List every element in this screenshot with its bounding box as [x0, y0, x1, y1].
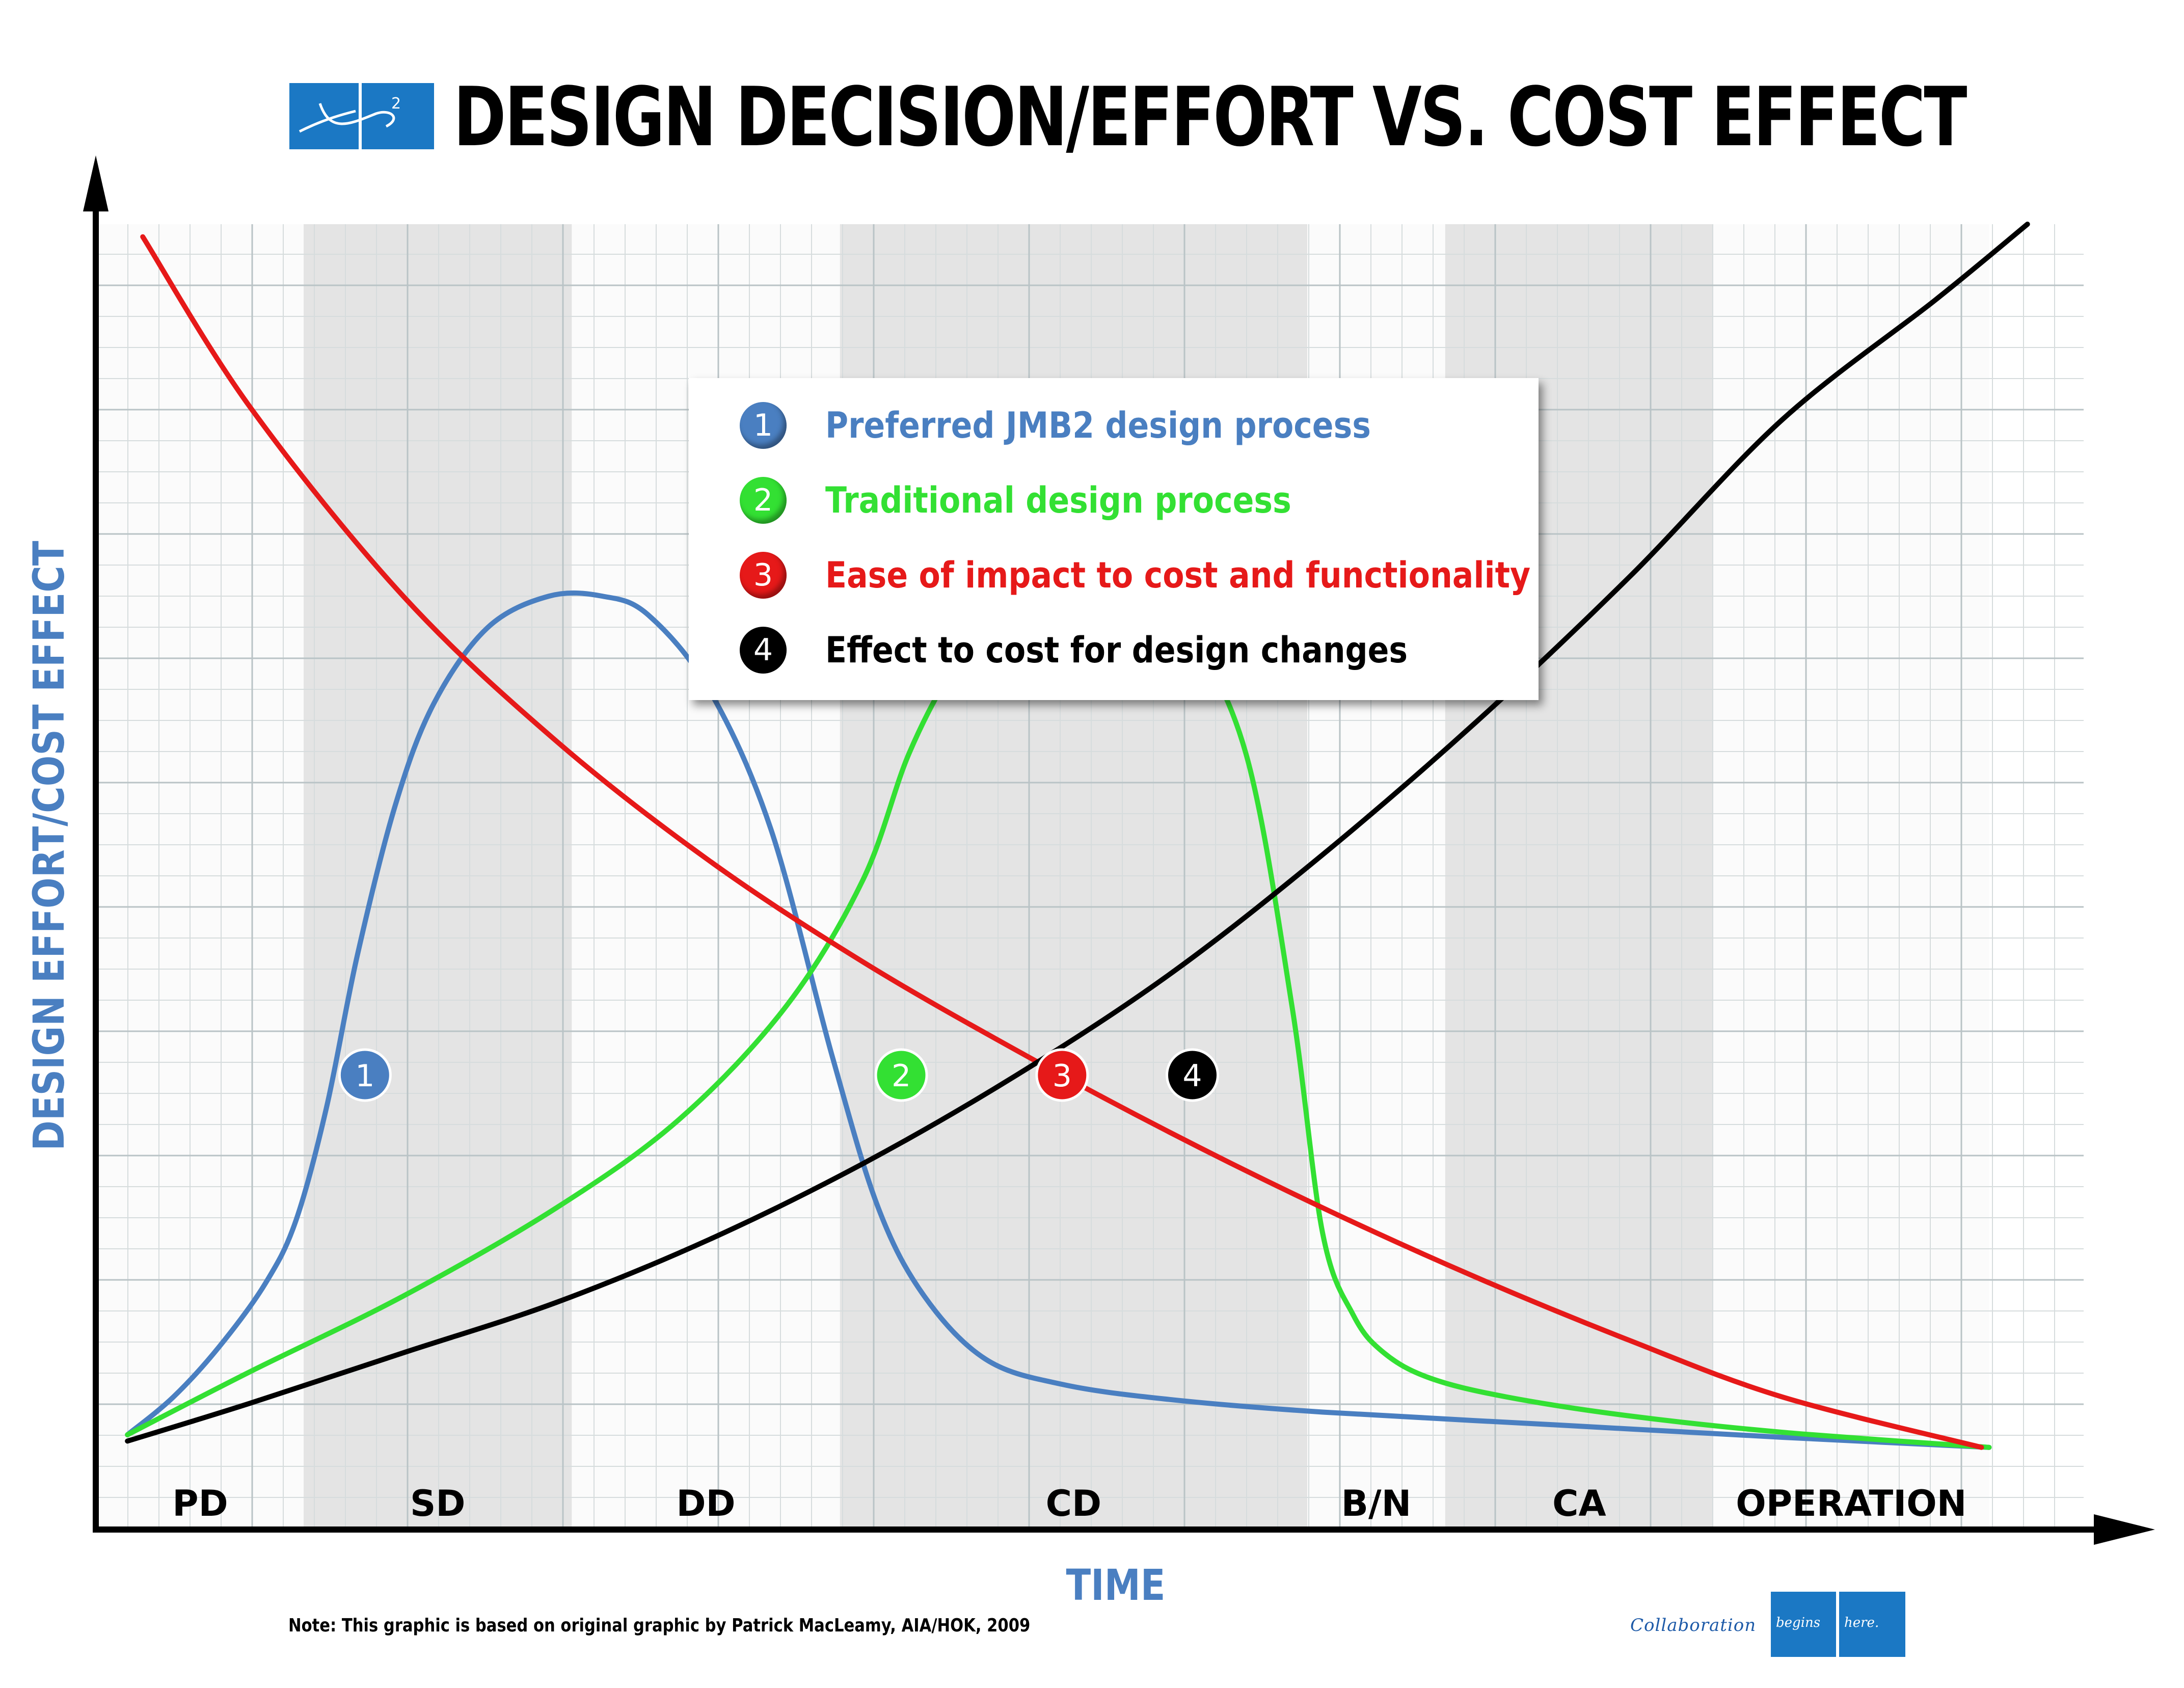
svg-text:2: 2 [391, 95, 401, 113]
legend-badge: 4 [740, 627, 787, 674]
series-marker-label-2: 2 [892, 1058, 911, 1094]
series-line-1 [125, 590, 1992, 1450]
legend-item: 4 Effect to cost for design changes [740, 622, 1487, 678]
legend-item: 1 Preferred JMB2 design process [740, 397, 1445, 453]
series-marker-4 [1166, 1048, 1219, 1102]
phase-labels: PD SD DD CD B/N CA OPERATION [172, 1483, 1966, 1524]
axes [83, 155, 2155, 1545]
footer-tagline-part3: here. [1844, 1615, 1879, 1630]
legend-item: 2 Traditional design process [740, 472, 1355, 528]
legend-label: Ease of impact to cost and functionality [825, 554, 1531, 596]
phase-label-sd: SD [410, 1483, 466, 1524]
legend-label: Effect to cost for design changes [825, 629, 1408, 671]
x-axis-label: TIME [1066, 1561, 1165, 1610]
legend-badge: 3 [740, 552, 787, 599]
phase-label-pd: PD [172, 1483, 228, 1524]
legend-badge: 1 [740, 402, 787, 449]
phase-label-bn: B/N [1341, 1483, 1412, 1524]
phase-label-dd: DD [676, 1483, 735, 1524]
phase-label-operation: OPERATION [1736, 1483, 1966, 1524]
phase-label-ca: CA [1552, 1483, 1606, 1524]
source-note: Note: This graphic is based on original … [288, 1615, 1031, 1636]
phase-label-cd: CD [1046, 1483, 1101, 1524]
footer-box-begins: begins [1771, 1592, 1836, 1657]
footer-tagline-part1: Collaboration [1630, 1615, 1757, 1636]
legend-label: Preferred JMB2 design process [825, 405, 1371, 446]
grid-major [96, 224, 2084, 1530]
series-line-3 [140, 234, 1984, 1450]
series-marker-label-4: 4 [1182, 1058, 1202, 1094]
series-line-4 [125, 222, 2030, 1444]
x-axis-arrow [2094, 1514, 2155, 1545]
series-marker-label-3: 3 [1053, 1058, 1072, 1094]
curve-markers: 1 2 3 4 [338, 1048, 1219, 1102]
series-marker-label-1: 1 [355, 1058, 374, 1094]
legend-label: Traditional design process [825, 479, 1291, 521]
footer-tagline: Collaboration begins here. [1630, 1592, 1905, 1657]
footer-tagline-part2: begins [1776, 1615, 1821, 1630]
series-marker-1 [338, 1048, 392, 1102]
legend-badge: 2 [740, 477, 787, 524]
y-axis-arrow [83, 155, 109, 211]
footer-box-here: here. [1839, 1592, 1905, 1657]
series-marker-2 [874, 1048, 928, 1102]
series-marker-3 [1035, 1048, 1089, 1102]
legend: 1 Preferred JMB2 design process 2 Tradition… [689, 378, 1539, 700]
legend-item: 3 Ease of impact to cost and functionalit… [740, 547, 1627, 603]
jmb2-logo: 2 [289, 83, 434, 149]
y-axis-label: DESIGN EFFORT/COST EFFECT [24, 541, 74, 1151]
